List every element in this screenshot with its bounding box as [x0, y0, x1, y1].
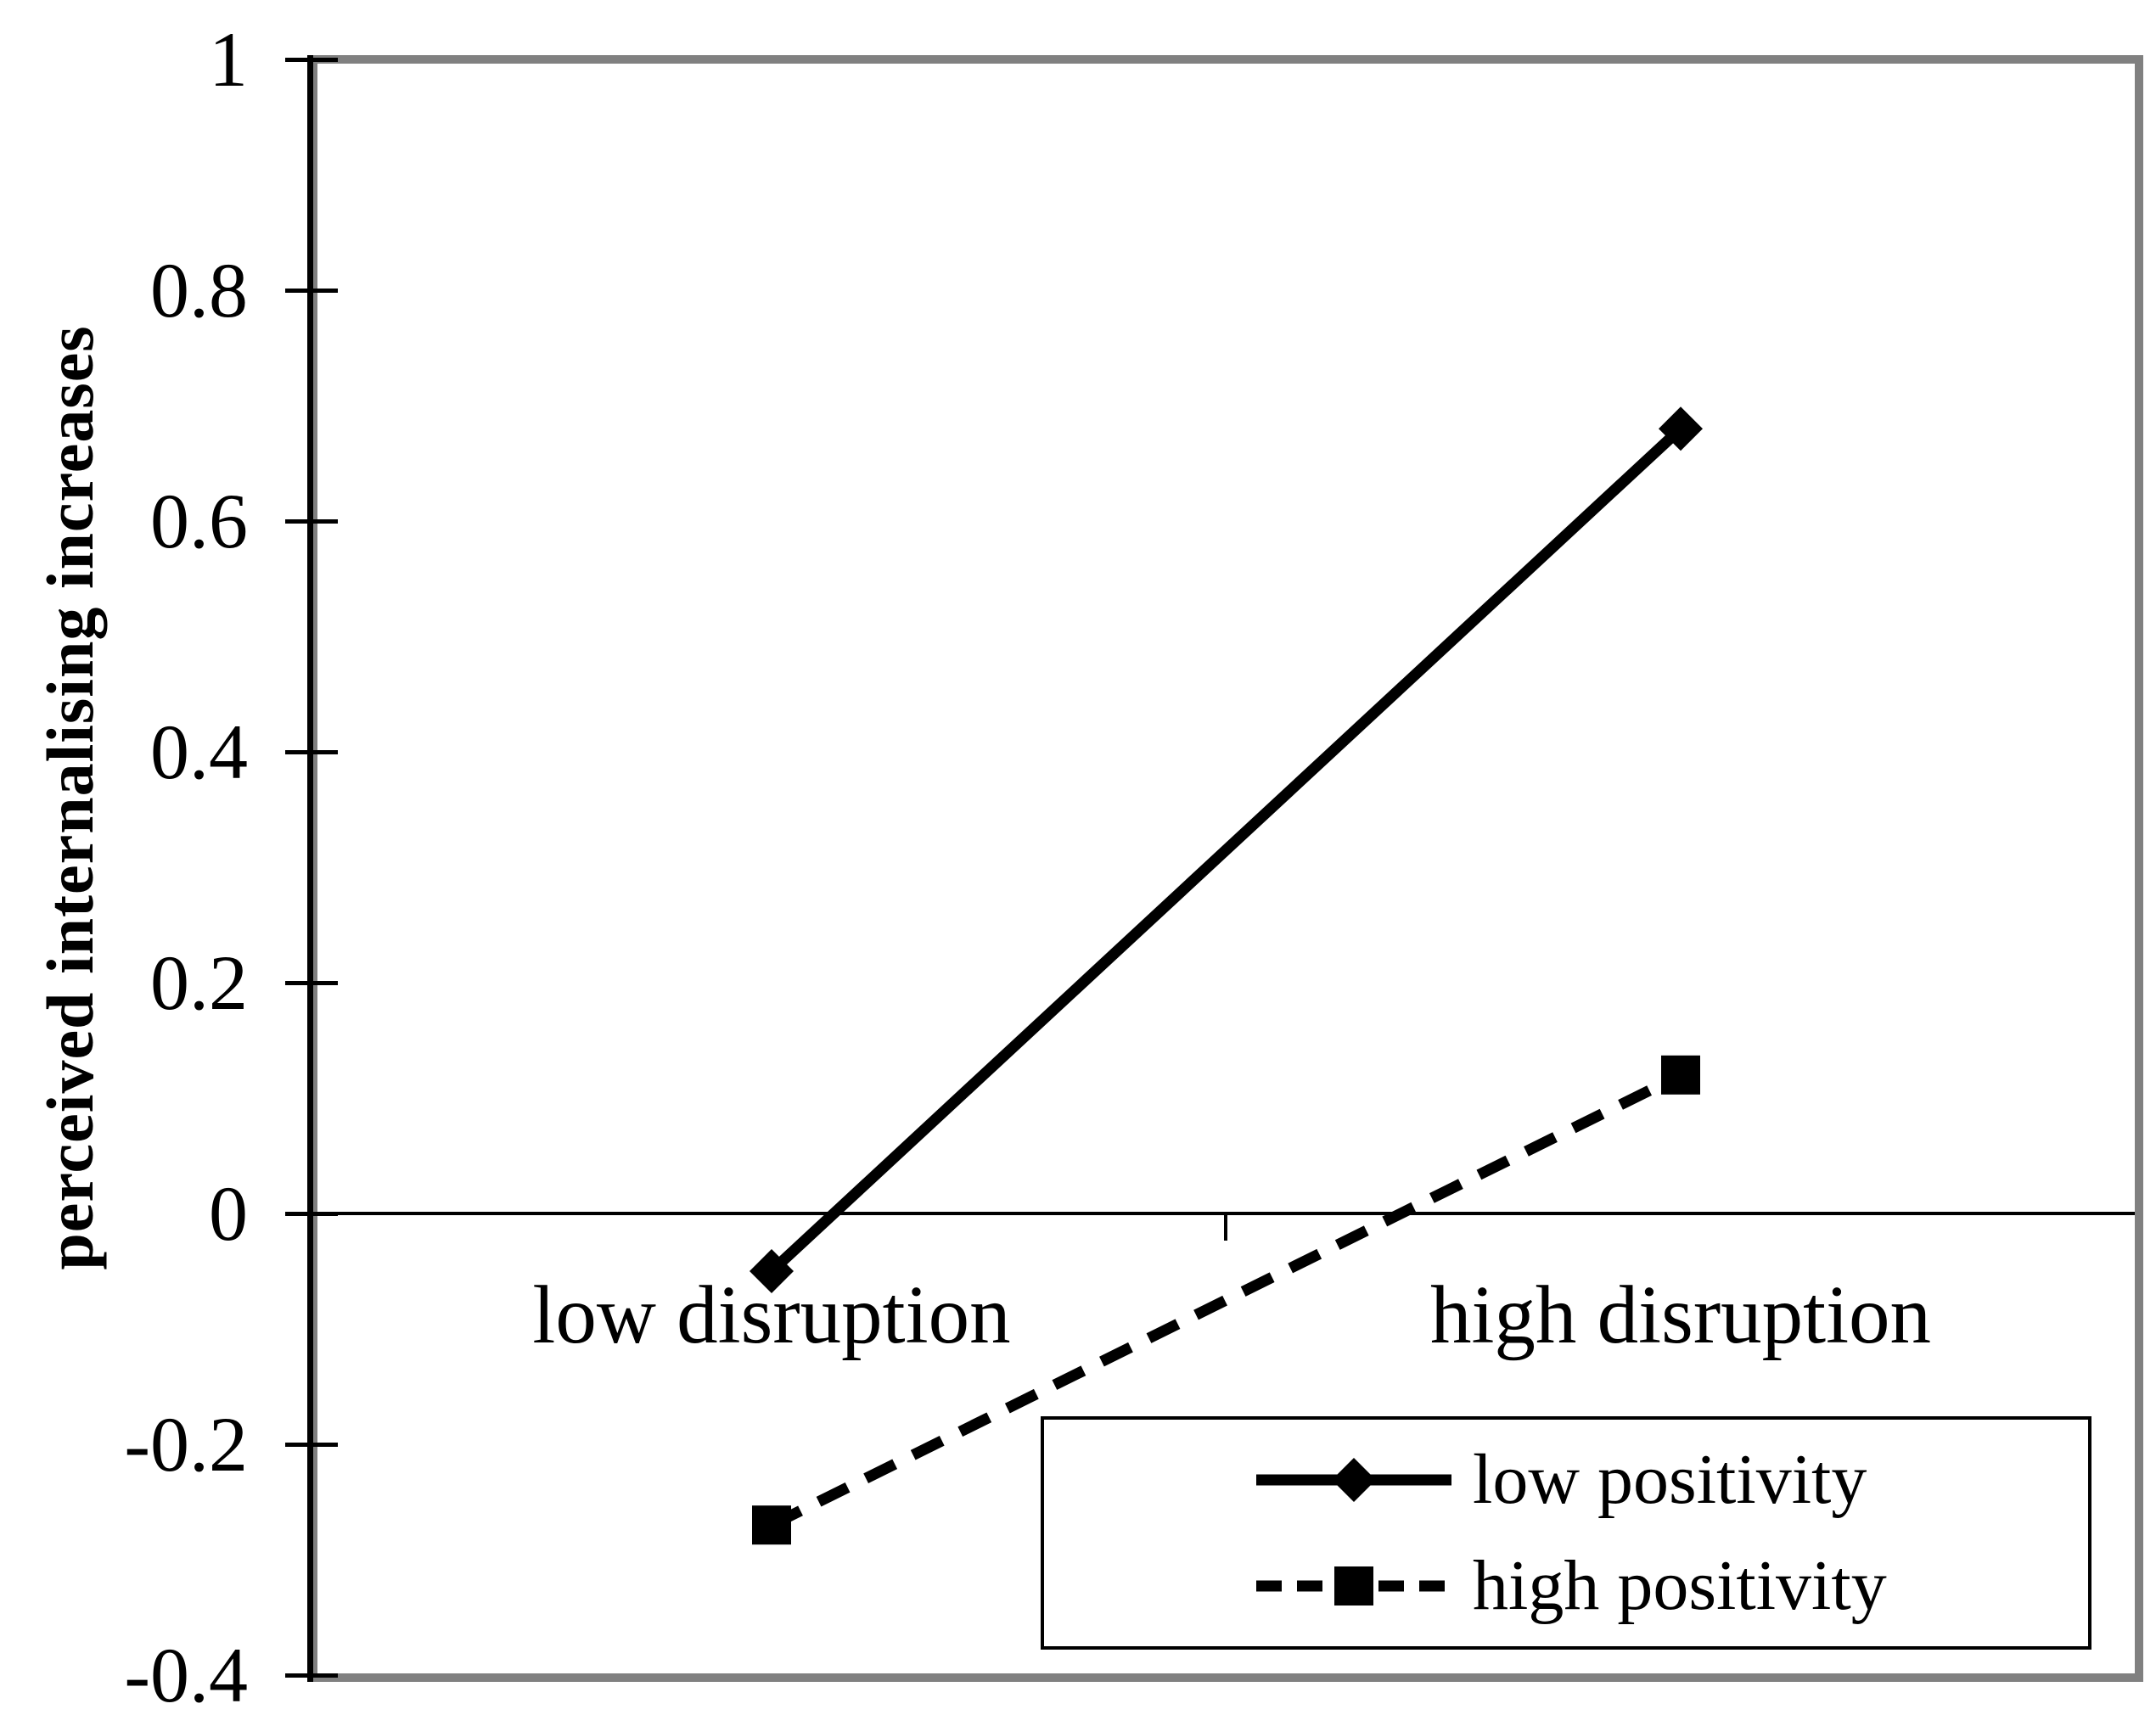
series-line-low-positivity	[767, 424, 1685, 1275]
y-tick-label: 0.2	[150, 939, 248, 1026]
y-tick-label: 0.6	[150, 478, 248, 564]
y-tick	[285, 519, 338, 524]
category-separator-tick	[1224, 1213, 1227, 1241]
legend-rows: low positivity high positivity	[1256, 1426, 2088, 1639]
legend-label: high positivity	[1473, 1546, 1887, 1626]
y-tick	[285, 289, 338, 293]
y-tick-label: 1	[209, 16, 248, 103]
y-tick-label: 0.4	[150, 709, 248, 795]
y-tick-label: -0.4	[124, 1632, 248, 1718]
legend: low positivity high positivity	[1041, 1416, 2091, 1650]
y-tick-label: -0.2	[124, 1401, 248, 1488]
y-tick	[285, 750, 338, 754]
y-axis-shadow	[313, 55, 317, 1682]
legend-item: high positivity	[1256, 1548, 2088, 1624]
y-tick	[285, 58, 338, 62]
diamond-icon	[1256, 1450, 1451, 1510]
y-axis-line	[307, 55, 313, 1682]
plot-area-frame	[307, 55, 2143, 1682]
diamond-marker	[1332, 1457, 1376, 1502]
legend-label: low positivity	[1473, 1439, 1867, 1519]
square-marker	[1334, 1566, 1373, 1606]
square-marker	[1661, 1055, 1700, 1095]
diamond-marker	[1659, 406, 1703, 451]
y-tick	[285, 1212, 338, 1216]
square-marker	[752, 1505, 791, 1545]
y-tick	[285, 1443, 338, 1447]
y-tick	[285, 1673, 338, 1678]
square-icon	[1256, 1556, 1451, 1616]
y-tick-label: 0	[209, 1170, 248, 1257]
y-tick-label: 0.8	[150, 247, 248, 333]
y-tick	[285, 981, 338, 985]
legend-item: low positivity	[1256, 1439, 2088, 1519]
diamond-marker	[750, 1249, 794, 1293]
series-line-high-positivity	[769, 1069, 1683, 1531]
x-category-label: high disruption	[1429, 1269, 1932, 1360]
